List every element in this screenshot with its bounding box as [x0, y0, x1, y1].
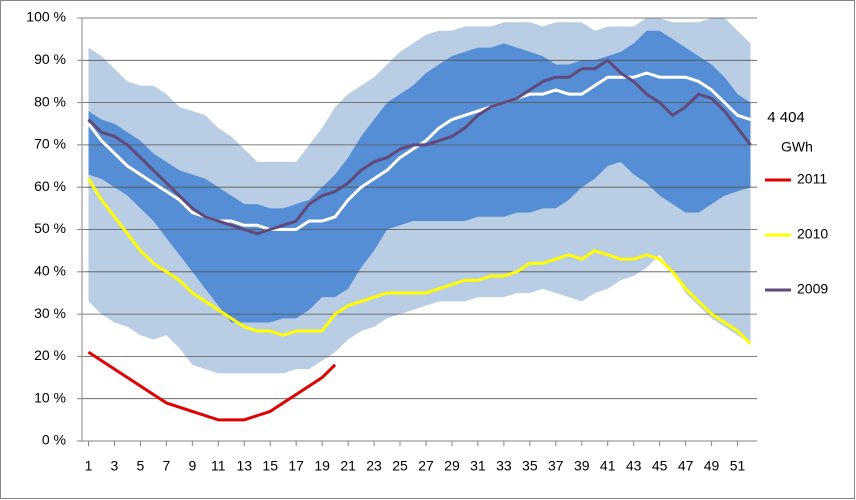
- y-tick-label: 80 %: [34, 93, 66, 109]
- range-band: [88, 30, 751, 323]
- x-tick-label: 7: [162, 458, 170, 474]
- legend-label: 2010: [797, 226, 828, 242]
- x-tick-label: 31: [470, 458, 486, 474]
- legend-label: 2009: [797, 281, 828, 297]
- x-tick-label: 35: [522, 458, 538, 474]
- x-tick-label: 29: [444, 458, 460, 474]
- series-line: [87, 177, 752, 345]
- x-tick-label: 33: [496, 458, 512, 474]
- y-tick-label: 60 %: [34, 178, 66, 194]
- x-tick-label: 9: [188, 458, 196, 474]
- x-tick-label: 51: [730, 458, 746, 474]
- x-tick-label: 5: [137, 458, 145, 474]
- x-tick-label: 25: [392, 458, 408, 474]
- x-tick-label: 37: [548, 458, 564, 474]
- series-line: [87, 350, 337, 422]
- x-tick-label: 19: [314, 458, 330, 474]
- y-tick-label: 10 %: [34, 389, 66, 405]
- x-tick-label: 17: [288, 458, 304, 474]
- y-tick-label: 30 %: [34, 305, 66, 321]
- x-tick-label: 47: [678, 458, 694, 474]
- x-tick-label: 13: [236, 458, 252, 474]
- y-tick-label: 70 %: [34, 136, 66, 152]
- y-tick-label: 40 %: [34, 263, 66, 279]
- x-tick-label: 15: [262, 458, 278, 474]
- y-tick-label: 50 %: [34, 220, 66, 236]
- x-tick-label: 1: [85, 458, 93, 474]
- x-tick-label: 27: [418, 458, 434, 474]
- x-tick-label: 11: [211, 458, 226, 474]
- y-tick-label: 20 %: [34, 347, 66, 363]
- annotation: 4 404: [767, 109, 805, 126]
- x-tick-label: 43: [626, 458, 642, 474]
- x-tick-label: 49: [704, 458, 720, 474]
- y-tick-label: 90 %: [34, 51, 66, 67]
- y-tick-label: 100 %: [26, 9, 66, 25]
- x-tick-label: 45: [652, 458, 668, 474]
- x-tick-label: 21: [340, 458, 356, 474]
- x-tick-label: 3: [111, 458, 119, 474]
- x-tick-label: 41: [600, 458, 616, 474]
- x-tick-label: 23: [366, 458, 382, 474]
- annotation: GWh: [781, 139, 813, 155]
- series-line: [87, 58, 752, 236]
- x-tick-label: 39: [574, 458, 590, 474]
- y-tick-label: 0 %: [42, 432, 66, 448]
- legend-label: 2011: [797, 171, 827, 187]
